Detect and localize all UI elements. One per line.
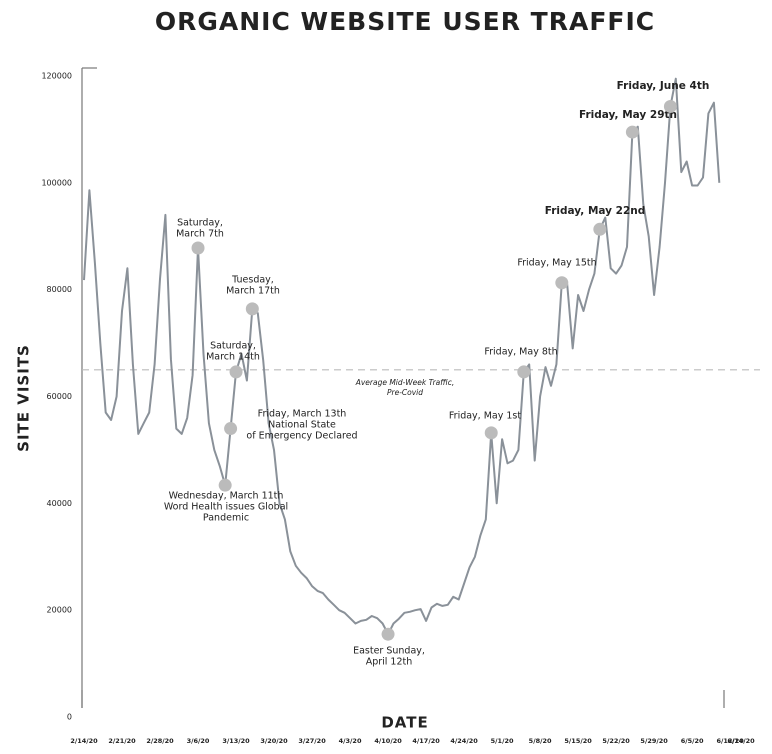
annotation-marker xyxy=(593,222,607,236)
annotation-text: of Emergency Declared xyxy=(246,431,357,442)
annotation-text: March 14th xyxy=(206,352,260,363)
reference-label: Pre-Covid xyxy=(387,388,423,397)
annotation-marker xyxy=(517,365,531,379)
y-axis-title: SITE VISITS xyxy=(15,344,33,452)
y-tick-label: 80000 xyxy=(47,285,72,294)
annotation-text: Saturday, xyxy=(210,341,256,352)
annotation-text: National State xyxy=(268,420,336,431)
annotation-text: Friday, May 29th xyxy=(579,109,677,121)
annotation-marker xyxy=(229,365,243,379)
x-tick-label: 2/14/20 xyxy=(70,737,98,745)
x-tick-label: 6/5/20 xyxy=(681,737,704,745)
y-tick-label: 0 xyxy=(67,713,72,722)
x-tick-label: 5/29/20 xyxy=(640,737,668,745)
annotation-text: Pandemic xyxy=(203,513,249,524)
annotation-text: March 17th xyxy=(226,286,280,297)
axis-frame xyxy=(81,67,725,708)
annotation-text: Friday, May 15th xyxy=(517,258,596,269)
x-tick-label: 2/21/20 xyxy=(108,737,136,745)
x-tick-label: 3/20/20 xyxy=(260,737,288,745)
data-line xyxy=(83,77,721,636)
annotation-text: April 12th xyxy=(366,657,413,668)
annotation-text: March 7th xyxy=(176,229,224,240)
x-tick-label: 5/15/20 xyxy=(564,737,592,745)
x-tick-label: 3/6/20 xyxy=(187,737,210,745)
annotation-text: Friday, May 1st xyxy=(449,411,521,422)
x-tick-label: 4/10/20 xyxy=(374,737,402,745)
x-tick-label: 2/28/20 xyxy=(146,737,174,745)
y-tick-label: 120000 xyxy=(41,72,72,81)
annotation-text: Friday, June 4th xyxy=(617,80,710,92)
x-axis-title: DATE xyxy=(381,714,428,732)
annotation-text: Word Health issues Global xyxy=(164,502,288,513)
y-tick-label: 20000 xyxy=(47,606,72,615)
x-tick-label: 5/22/20 xyxy=(602,737,630,745)
annotation-marker xyxy=(218,478,232,492)
x-tick-label: 3/27/20 xyxy=(298,737,326,745)
x-tick-label: 5/8/20 xyxy=(529,737,552,745)
annotation-marker xyxy=(484,426,498,440)
annotation-marker xyxy=(245,302,259,316)
x-tick-label: 4/24/20 xyxy=(450,737,478,745)
x-tick-label: 4/17/20 xyxy=(412,737,440,745)
annotation-text: Saturday, xyxy=(177,218,223,229)
annotation-marker xyxy=(555,276,569,290)
annotation-text: Easter Sunday, xyxy=(353,646,425,657)
x-tick-label: 3/13/20 xyxy=(222,737,250,745)
annotation-marker xyxy=(381,627,395,641)
x-tick-label: 5/1/20 xyxy=(491,737,514,745)
y-tick-label: 40000 xyxy=(47,499,72,508)
x-tick-label: 4/3/20 xyxy=(339,737,362,745)
reference-label: Average Mid-Week Traffic, xyxy=(355,378,455,387)
x-tick-label: 6/14/20 xyxy=(727,737,755,745)
annotation-text: Tuesday, xyxy=(231,275,274,286)
annotation-text: Friday, May 8th xyxy=(484,347,557,358)
x-tick-label: 6/12/20 xyxy=(716,737,744,745)
y-tick-label: 100000 xyxy=(41,178,72,187)
annotation-marker xyxy=(663,99,677,113)
annotation-text: Friday, March 13th xyxy=(258,409,347,420)
y-tick-label: 60000 xyxy=(47,392,72,401)
annotation-text: Friday, May 22nd xyxy=(545,205,646,217)
annotation-marker xyxy=(191,241,205,255)
annotation-text: Wednesday, March 11th xyxy=(169,491,284,502)
annotation-marker xyxy=(625,125,639,139)
annotation-marker xyxy=(224,422,238,436)
chart-title: ORGANIC WEBSITE USER TRAFFIC xyxy=(155,7,655,36)
